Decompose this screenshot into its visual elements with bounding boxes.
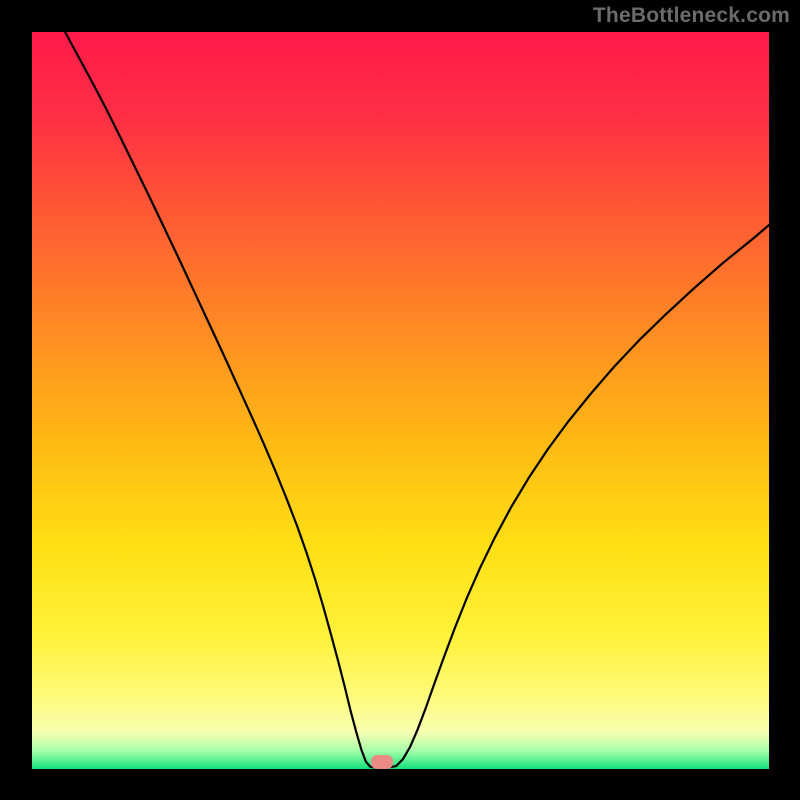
plot-background [32, 32, 769, 769]
watermark-text: TheBottleneck.com [593, 4, 790, 28]
chart-frame: TheBottleneck.com [0, 0, 800, 800]
plot-area [32, 32, 769, 769]
optimal-marker [371, 755, 393, 769]
